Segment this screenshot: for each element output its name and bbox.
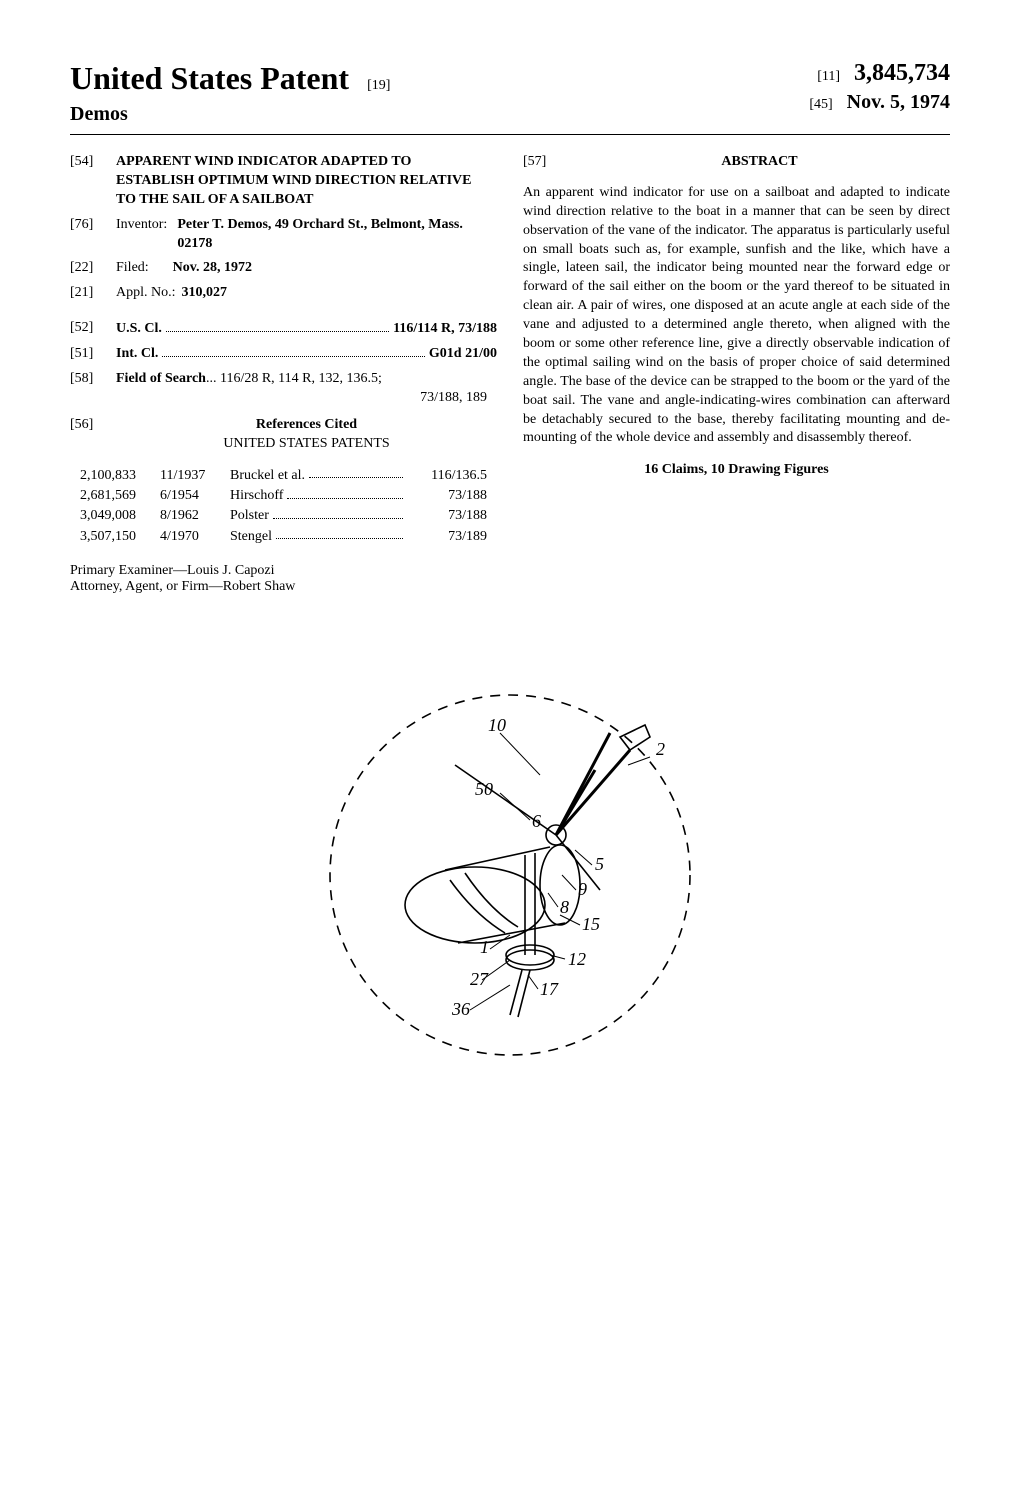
appl-row: [21] Appl. No.: 310,027: [70, 284, 497, 303]
references-list: 2,100,83311/1937Bruckel et al.116/136.52…: [70, 466, 497, 547]
dots-fill: [162, 345, 425, 358]
ref-name: Bruckel et al.: [230, 466, 407, 486]
fig-label-9: 9: [578, 879, 587, 899]
ref-date: 8/1962: [160, 506, 230, 526]
header-right-block: [11] 3,845,734 [45] Nov. 5, 1974: [809, 60, 950, 114]
reference-row: 3,049,0088/1962Polster73/188: [70, 506, 497, 526]
attorney-line: Attorney, Agent, or Firm—Robert Shaw: [70, 579, 497, 595]
inventor-code: [76]: [70, 216, 116, 254]
abstract-header-row: [57] ABSTRACT: [523, 153, 950, 178]
uscl-row: [52] U.S. Cl. 116/114 R, 73/188: [70, 319, 497, 338]
ref-name: Hirschoff: [230, 486, 407, 506]
figure-svg: 10 2 50 6 5 9 8 1 15 27 12 36 17: [300, 655, 720, 1075]
patent-number: 3,845,734: [854, 60, 950, 87]
patent-figure: 10 2 50 6 5 9 8 1 15 27 12 36 17: [70, 655, 950, 1080]
fig-label-50: 50: [475, 779, 493, 799]
ref-number: 3,049,008: [80, 506, 160, 526]
fig-label-27: 27: [470, 969, 489, 989]
invention-title: APPARENT WIND INDICATOR ADAPTED TO ESTAB…: [116, 153, 476, 210]
fig-label-8: 8: [560, 897, 569, 917]
issue-date-code: [45]: [809, 97, 832, 113]
attorney-name: Robert Shaw: [223, 579, 296, 594]
title-code: [54]: [70, 153, 116, 210]
ref-date: 11/1937: [160, 466, 230, 486]
reference-row: 2,100,83311/1937Bruckel et al.116/136.5: [70, 466, 497, 486]
inventor-row: [76] Inventor: Peter T. Demos, 49 Orchar…: [70, 216, 497, 254]
intcl-row: [51] Int. Cl. G01d 21/00: [70, 345, 497, 364]
filed-row: [22] Filed: Nov. 28, 1972: [70, 259, 497, 278]
header-left-block: United States Patent [19] Demos: [70, 60, 390, 126]
fig-label-36: 36: [451, 999, 470, 1019]
fig-label-5: 5: [595, 854, 604, 874]
publication-code: [19]: [367, 78, 390, 94]
uscl-code: [52]: [70, 319, 116, 338]
ref-name: Polster: [230, 506, 407, 526]
intcl-code: [51]: [70, 345, 116, 364]
inventor-label: Inventor:: [116, 216, 167, 254]
ref-number: 3,507,150: [80, 527, 160, 547]
fos-code: [58]: [70, 370, 116, 408]
inventor-surname: Demos: [70, 103, 390, 126]
ref-class: 73/188: [407, 506, 487, 526]
claims-figures-line: 16 Claims, 10 Drawing Figures: [523, 462, 950, 478]
appl-value: 310,027: [182, 284, 498, 303]
uscl-value: 116/114 R, 73/188: [393, 320, 497, 339]
reference-row: 2,681,5696/1954Hirschoff73/188: [70, 486, 497, 506]
fig-label-1: 1: [480, 937, 489, 957]
fig-label-10: 10: [488, 715, 506, 735]
left-column: [54] APPARENT WIND INDICATOR ADAPTED TO …: [70, 153, 497, 595]
ref-number: 2,681,569: [80, 486, 160, 506]
refs-subheader: UNITED STATES PATENTS: [116, 435, 497, 454]
fos-label: Field of Search: [116, 371, 206, 386]
reference-row: 3,507,1504/1970Stengel73/189: [70, 527, 497, 547]
inventor-value: Peter T. Demos, 49 Orchard St., Belmont,…: [177, 216, 497, 254]
examiner-line: Primary Examiner—Louis J. Capozi: [70, 563, 497, 579]
fig-label-15: 15: [582, 914, 600, 934]
ref-name: Stengel: [230, 527, 407, 547]
ref-class: 73/189: [407, 527, 487, 547]
ref-date: 6/1954: [160, 486, 230, 506]
fig-label-12: 12: [568, 949, 586, 969]
refs-header-row: [56] References Cited UNITED STATES PATE…: [70, 416, 497, 460]
abstract-text: An apparent wind indicator for use on a …: [523, 184, 950, 448]
refs-header: References Cited: [116, 416, 497, 435]
right-column: [57] ABSTRACT An apparent wind indicator…: [523, 153, 950, 595]
filed-code: [22]: [70, 259, 116, 278]
ref-date: 4/1970: [160, 527, 230, 547]
filed-label: Filed:: [116, 259, 149, 278]
fig-label-2: 2: [656, 739, 665, 759]
abstract-header: ABSTRACT: [569, 153, 950, 172]
filed-value: Nov. 28, 1972: [173, 259, 497, 278]
body-columns: [54] APPARENT WIND INDICATOR ADAPTED TO …: [70, 153, 950, 595]
invention-title-row: [54] APPARENT WIND INDICATOR ADAPTED TO …: [70, 153, 497, 210]
fos-row: [58] Field of Search... 116/28 R, 114 R,…: [70, 370, 497, 408]
appl-label: Appl. No.:: [116, 284, 176, 303]
fos-extra: 73/188, 189: [116, 389, 497, 408]
fig-label-6: 6: [532, 811, 541, 831]
fig-label-17: 17: [540, 979, 559, 999]
appl-code: [21]: [70, 284, 116, 303]
patent-header: United States Patent [19] Demos [11] 3,8…: [70, 60, 950, 135]
ref-number: 2,100,833: [80, 466, 160, 486]
abstract-code: [57]: [523, 153, 569, 178]
patent-number-code: [11]: [817, 69, 840, 85]
intcl-label: Int. Cl.: [116, 345, 158, 364]
refs-code: [56]: [70, 416, 116, 460]
issue-date: Nov. 5, 1974: [847, 91, 950, 114]
publication-title: United States Patent: [70, 60, 349, 97]
ref-class: 73/188: [407, 486, 487, 506]
ref-class: 116/136.5: [407, 466, 487, 486]
dots-fill: [166, 319, 389, 332]
fos-value: 116/28 R, 114 R, 132, 136.5;: [220, 371, 382, 386]
uscl-label: U.S. Cl.: [116, 320, 162, 339]
intcl-value: G01d 21/00: [429, 345, 497, 364]
examiner-name: Louis J. Capozi: [187, 563, 275, 578]
